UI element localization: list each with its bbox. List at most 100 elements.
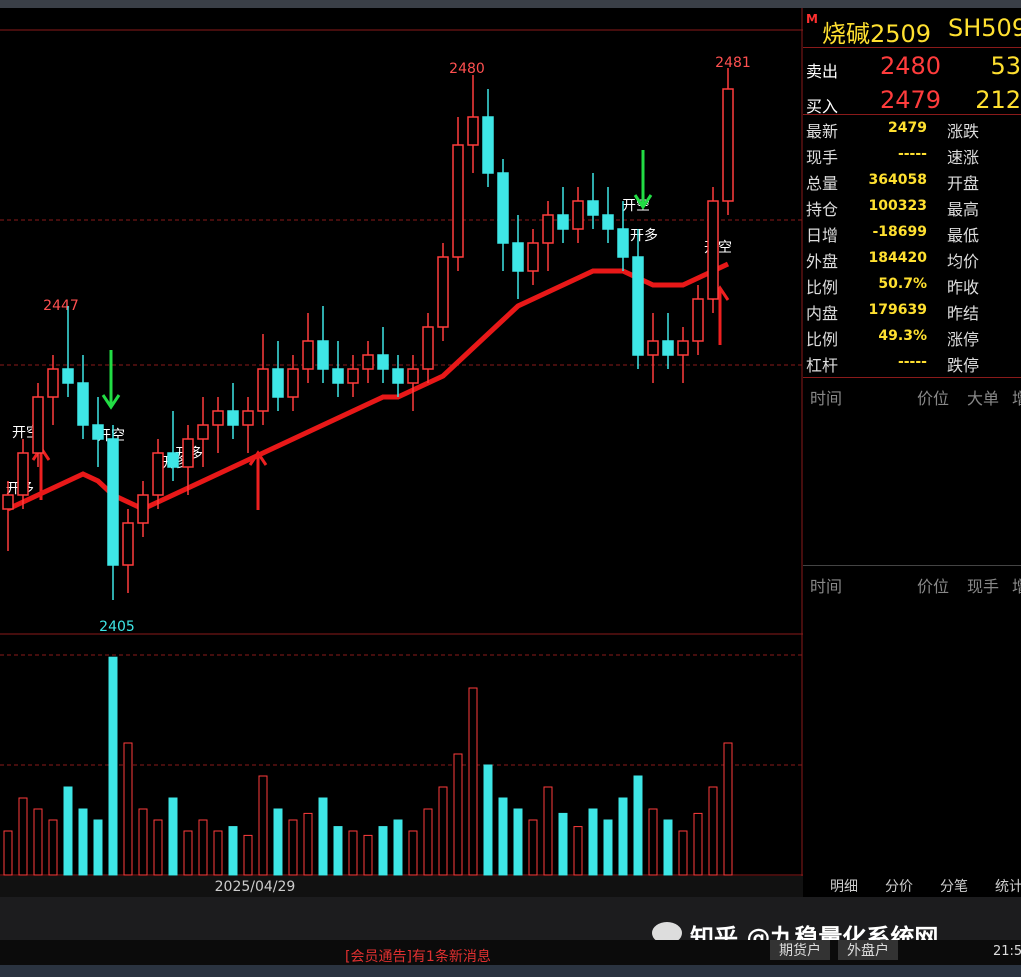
stat-value: 179639 (868, 302, 927, 318)
contract-code: SH509 (948, 14, 1021, 42)
volume-bar (438, 786, 448, 876)
stat-label: 现手 (806, 148, 839, 167)
buy-label: 买入 (806, 97, 839, 116)
ma-line (6, 261, 730, 512)
tab[interactable]: 统计 (995, 879, 1021, 895)
volume-bar (513, 808, 523, 876)
stat-value: 2479 (888, 120, 927, 136)
volume-bar (528, 819, 538, 876)
volume-bar (18, 797, 28, 876)
stat-label: 持仓 (806, 200, 839, 219)
volume-bar (138, 808, 148, 876)
candle-body (62, 368, 74, 384)
stat-label: 比例 (806, 278, 839, 297)
table-header: 大单 (967, 389, 1000, 408)
volume-bar (423, 808, 433, 876)
tab[interactable]: 明细 (830, 879, 858, 895)
candle-body (77, 382, 89, 426)
stat-value: 184420 (868, 250, 927, 266)
volume-bar (588, 808, 598, 876)
table-header: 价位 (917, 389, 950, 408)
table-header: 增 (1012, 577, 1021, 596)
candle-body (677, 340, 689, 356)
volume-bar (663, 819, 673, 876)
volume-bar (603, 819, 613, 876)
volume-bar (318, 797, 328, 876)
candle-body (497, 172, 509, 244)
buy-price: 2479 (880, 86, 942, 114)
volume-bar (618, 797, 628, 876)
notice: [会员通告]有1条新消息 (345, 949, 491, 965)
volume-bar (378, 826, 388, 876)
candle-body (602, 214, 614, 230)
volume-bar (63, 786, 73, 876)
high-label: 2481 (715, 55, 751, 71)
stat-label: 比例 (806, 330, 839, 349)
volume-bar (558, 812, 568, 876)
volume-bar (243, 834, 253, 876)
stat-label: 外盘 (806, 252, 839, 271)
volume-bar (693, 812, 703, 876)
volume-bar (273, 808, 283, 876)
stat-label: 涨停 (947, 330, 980, 349)
stat-label: 最新 (806, 122, 839, 141)
candle-body (122, 522, 134, 566)
table-header: 现手 (967, 577, 1000, 596)
clock: 21:5 (993, 944, 1021, 959)
stat-label: 涨跌 (947, 122, 980, 141)
candle-body (527, 242, 539, 272)
candle-body (107, 438, 119, 566)
candle-body (437, 256, 449, 328)
high-label: 2480 (449, 61, 485, 77)
candle-body (722, 88, 734, 202)
volume-bar (93, 819, 103, 876)
candle-body (152, 452, 164, 496)
candle-body (617, 228, 629, 258)
candle-body (452, 144, 464, 258)
volume-bar (123, 742, 133, 876)
candle-body (572, 200, 584, 230)
sell-price: 2480 (880, 52, 942, 80)
candle-body (197, 424, 209, 440)
top-bar (0, 0, 1021, 8)
arrow-down (633, 150, 653, 210)
candle-body (632, 256, 644, 356)
chart: 2025/04/29 2480 2447 2405 2481 开空 开多 开空 … (0, 8, 803, 897)
volume-bar (108, 656, 118, 876)
contract-name: 烧碱2509 (822, 20, 932, 48)
stat-value: -18699 (872, 224, 927, 240)
volume-bar (678, 830, 688, 876)
stat-label: 均价 (947, 252, 980, 271)
candle-body (377, 354, 389, 370)
volume-bar (453, 753, 463, 876)
volume-bar (708, 786, 718, 876)
volume-bar (303, 812, 313, 876)
candle-body (482, 116, 494, 174)
candle-body (47, 368, 59, 398)
tab[interactable]: 分笔 (940, 879, 968, 895)
account-button[interactable]: 外盘户 (838, 940, 898, 960)
stat-label: 跌停 (947, 356, 980, 375)
candle-body (317, 340, 329, 370)
candle-body (347, 368, 359, 384)
tab[interactable]: 分价 (885, 879, 913, 895)
candle-body (182, 438, 194, 468)
volume-bar (573, 826, 583, 876)
candle-body (512, 242, 524, 272)
stat-label: 总量 (806, 174, 839, 193)
date-axis (0, 876, 803, 897)
separator (803, 47, 1021, 48)
volume-bar (633, 775, 643, 876)
volume-bar (543, 786, 553, 876)
account-button[interactable]: 期货户 (770, 940, 830, 960)
volume-bar (168, 797, 178, 876)
candle-body (662, 340, 674, 356)
volume-bar (198, 819, 208, 876)
date-label: 2025/04/29 (215, 879, 296, 895)
volume-bar (408, 830, 418, 876)
wechat-icon (652, 922, 682, 944)
volume-bar (483, 764, 493, 876)
stat-label: 日增 (806, 226, 839, 245)
volume-bar (258, 775, 268, 876)
